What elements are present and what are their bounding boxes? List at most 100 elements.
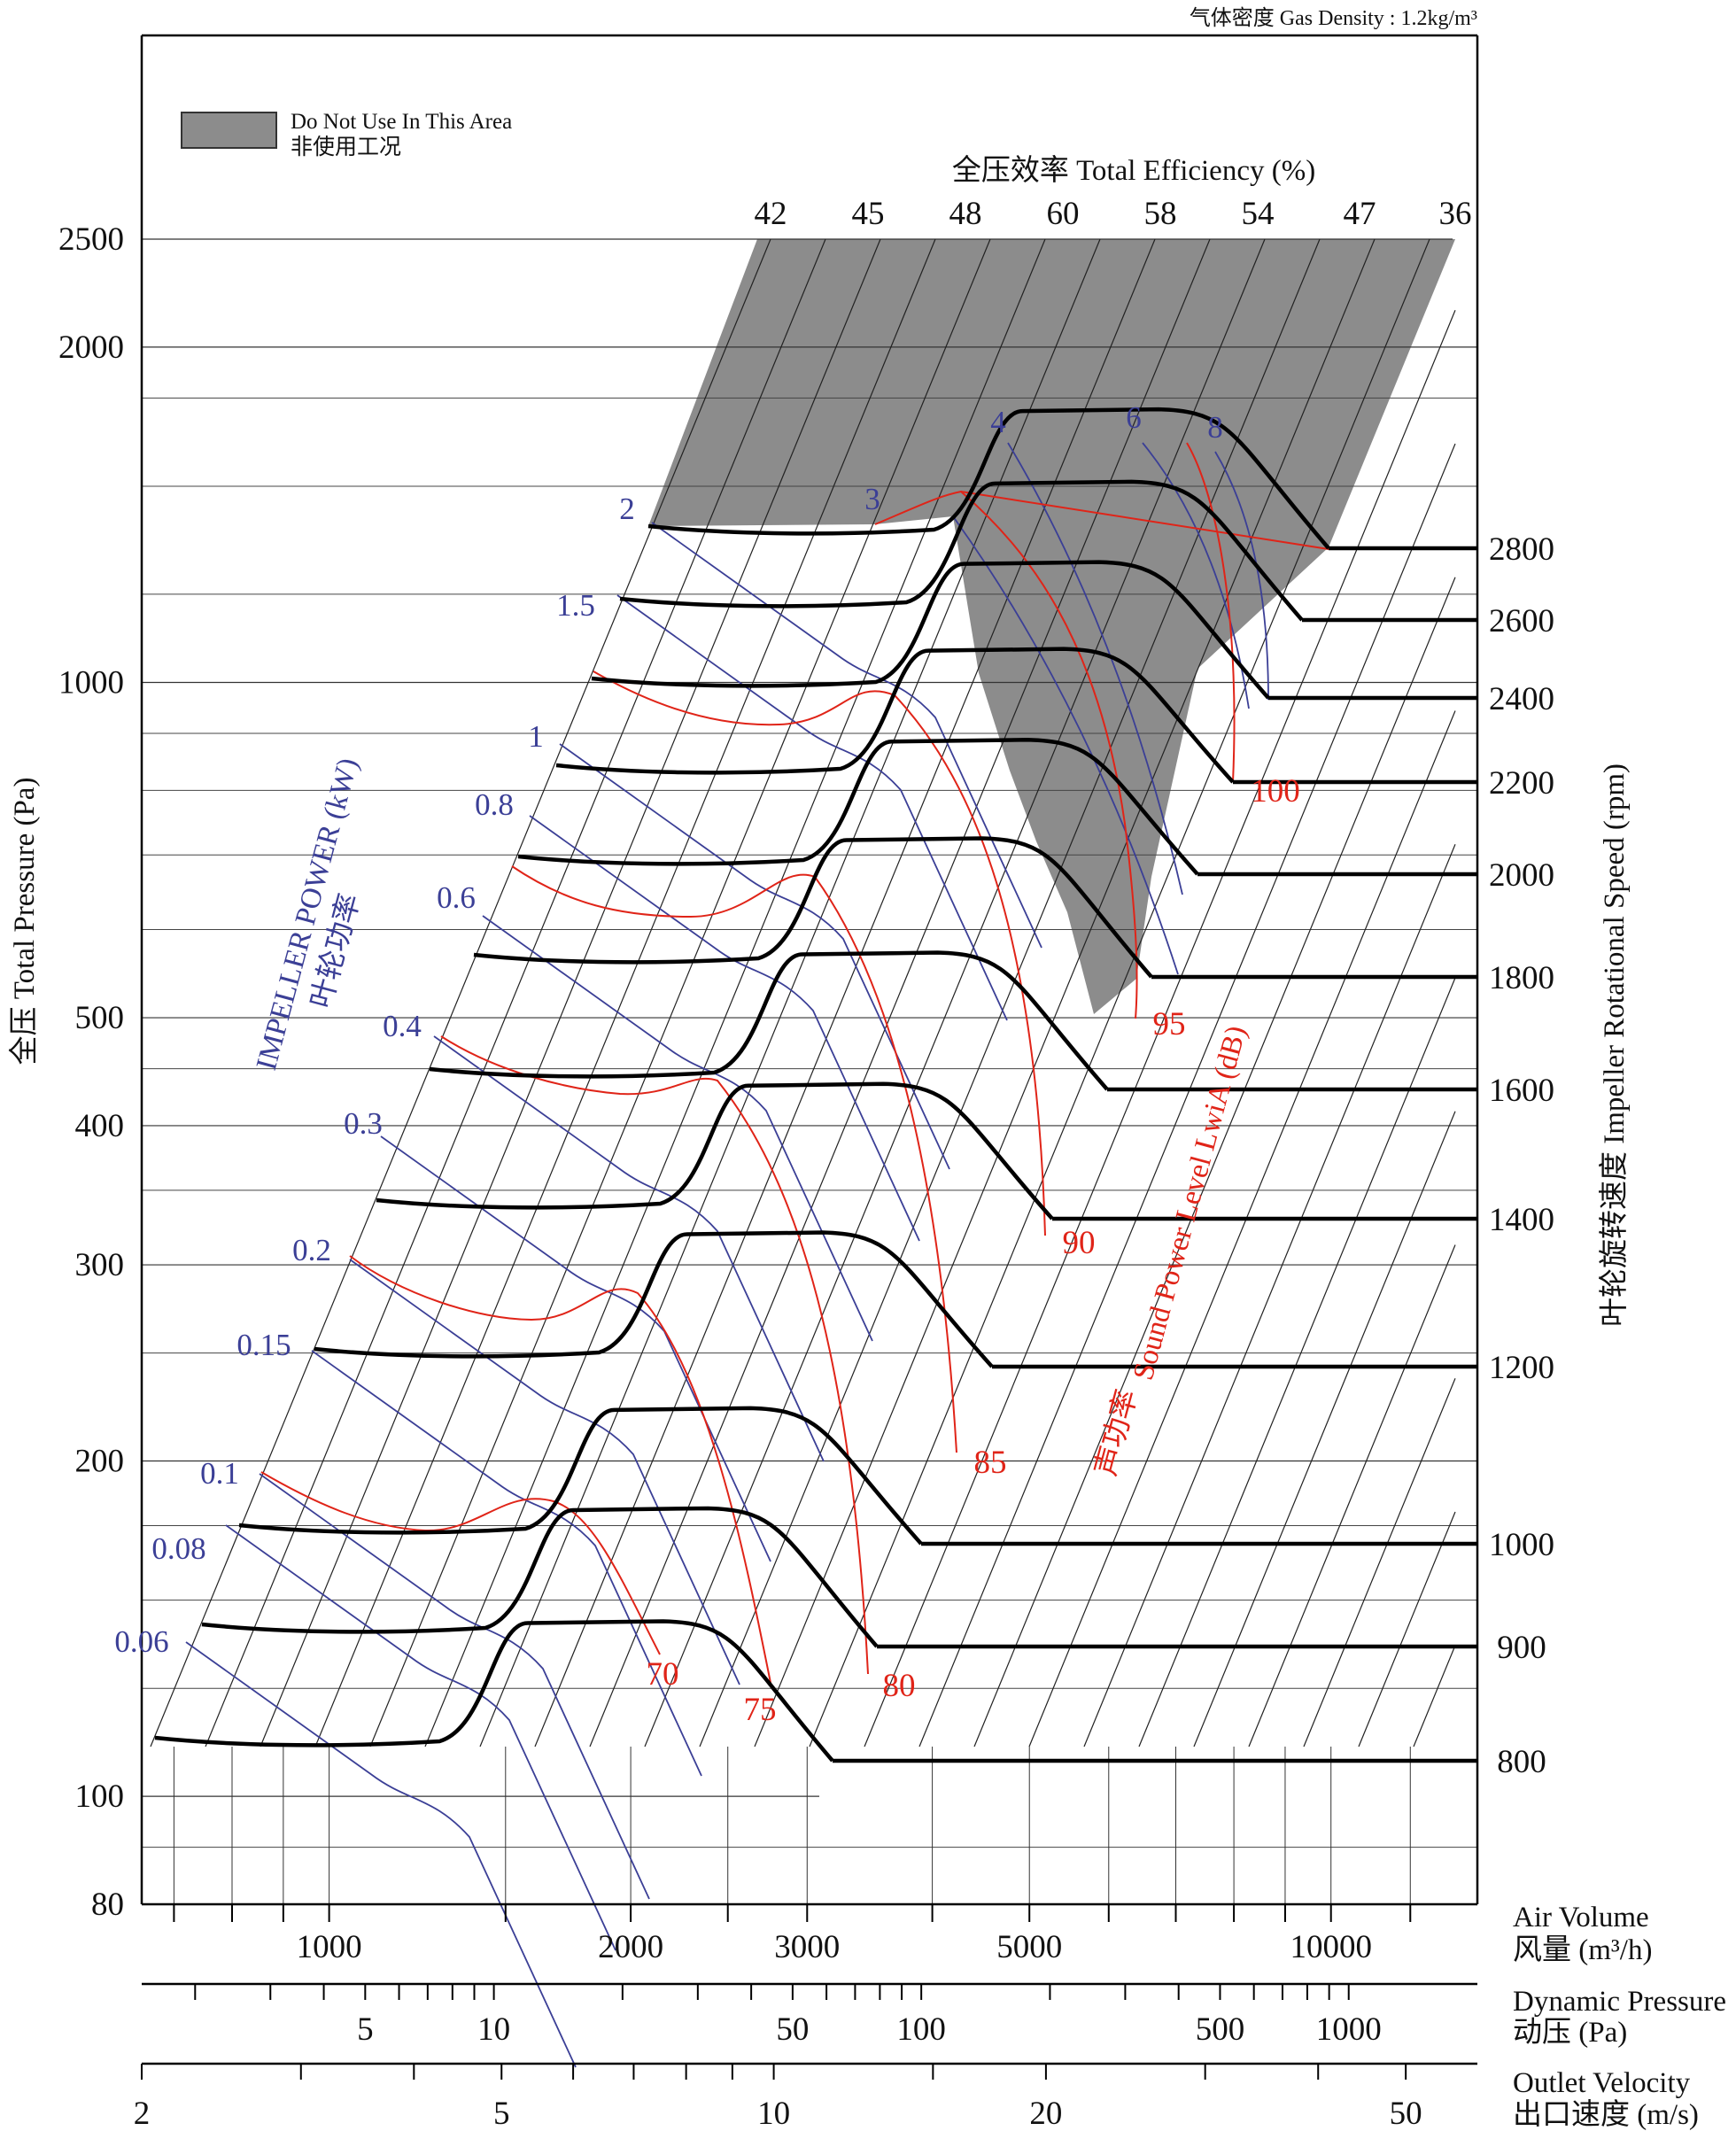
y-tick-label: 80 [91,1887,124,1923]
sound-line [511,865,957,1453]
efficiency-gridline [1138,977,1456,1747]
sound-title-cn: 声功率 [1089,1386,1143,1479]
power-line [1214,451,1269,701]
efficiency-gridline [1083,844,1456,1747]
sound-title: Sound Power Level LwiA (dB) [1128,1022,1253,1383]
legend-label-cn: 非使用工况 [291,135,401,159]
power-line [380,1135,771,1562]
efficiency-gridline [205,238,826,1747]
power-label: 0.06 [114,1624,168,1659]
rpm-label: 2000 [1489,857,1554,894]
efficiency-label: 47 [1344,196,1376,232]
power-line [616,594,1008,1021]
efficiency-gridline [1248,1244,1456,1747]
frame [140,34,1479,2080]
power-line [651,522,1042,949]
air-volume-tick-label: 3000 [774,1929,840,1965]
speed-curve [555,647,1235,784]
sound-label: 75 [744,1692,777,1728]
efficiency-gridline [150,238,771,1747]
speed-curve [154,1619,834,1763]
speed-curve [619,479,1304,622]
rpm-label: 900 [1497,1630,1546,1666]
efficiency-gridline [534,238,1156,1747]
air-volume-label: Air Volume [1513,1902,1649,1933]
efficiency-label: 42 [755,196,787,232]
power-label: 0.1 [200,1456,239,1491]
power-line [952,515,1179,975]
power-label: 0.2 [292,1233,331,1267]
efficiency-label: 45 [852,196,885,232]
power-label: 0.6 [437,880,476,915]
rpm-label: 1400 [1489,1202,1554,1238]
sound-line [593,670,1046,1236]
power-line [349,1259,740,1685]
sound-label: 100 [1251,773,1300,810]
power-label: 0.15 [236,1328,291,1362]
air-volume-tick-label: 5000 [996,1929,1062,1965]
efficiency-gridline [1413,1645,1456,1747]
legend-swatch [181,112,277,149]
do-not-use-region [648,239,1455,1014]
speed-curve [238,1406,923,1546]
power-line [433,1035,825,1462]
power-line [529,815,920,1242]
rpm-label: 2800 [1489,531,1554,568]
rpm-label: 1000 [1489,1527,1554,1563]
efficiency-title: 全压效率 Total Efficiency (%) [952,154,1315,187]
rpm-label: 1200 [1489,1350,1554,1386]
sound-line [440,1035,869,1675]
y-tick-label: 1000 [58,664,124,701]
air-volume-tick-label: 2000 [598,1929,663,1965]
power-label: 2 [619,492,635,526]
y-tick-label: 400 [75,1108,125,1144]
dynamic-pressure-unit: 动压 (Pa) [1513,2017,1627,2049]
rpm-label: 1600 [1489,1073,1554,1109]
y-tick-label: 500 [75,1000,125,1036]
speed-curve [647,407,1330,550]
efficiency-label: 60 [1047,196,1080,232]
y-axis-title: 全压 Total Pressure (Pa) [8,778,41,1066]
speed-curve [517,738,1199,876]
rpm-label: 800 [1497,1744,1546,1780]
power-label: 1.5 [556,588,595,623]
sound-lines [260,442,1329,1684]
power-line [559,743,950,1170]
sound-line [260,1471,661,1655]
sound-label: 90 [1063,1225,1096,1261]
efficiency-gridline [644,238,1266,1747]
right-axis-title: 叶轮旋转速度 Impeller Rotational Speed (rpm) [1598,763,1631,1327]
efficiency-gridline [369,238,991,1747]
efficiency-label: 58 [1144,196,1177,232]
dynamic-pressure-tick-label: 50 [776,2011,809,2048]
speed-curves [154,407,1477,1763]
power-label: 1 [528,719,544,754]
power-label: 0.3 [344,1106,383,1141]
sound-line [349,1255,771,1684]
air-volume-tick-label: 1000 [297,1929,362,1965]
power-line [185,1641,577,2068]
sound-label: 85 [974,1445,1007,1481]
speed-curve [591,560,1270,700]
air-volume-unit: 风量 (m³/h) [1513,1934,1652,1966]
dynamic-pressure-tick-label: 500 [1196,2011,1245,2048]
efficiency-label: 48 [949,196,982,232]
efficiency-gridline [1193,1111,1456,1747]
power-line [1007,442,1183,895]
efficiency-gridline [754,238,1376,1747]
sound-line [874,490,1138,1019]
power-label: 0.08 [151,1531,205,1566]
power-label: 0.4 [383,1009,422,1043]
speed-curve [376,1081,1054,1220]
air-volume-tick-label: 10000 [1290,1929,1372,1965]
dynamic-pressure-tick-label: 5 [357,2011,374,2048]
do-not-use-area [648,239,1455,1014]
outlet-velocity-tick-label: 20 [1029,2096,1062,2131]
speed-curve [429,950,1109,1091]
rpm-label: 2200 [1489,765,1554,802]
power-label: 6 [1126,400,1142,435]
gas-density-note: 气体密度 Gas Density : 1.2kg/m³ [1190,6,1477,30]
speed-curve [473,836,1153,979]
power-lines [185,442,1269,2068]
outlet-velocity-tick-label: 5 [493,2096,510,2131]
